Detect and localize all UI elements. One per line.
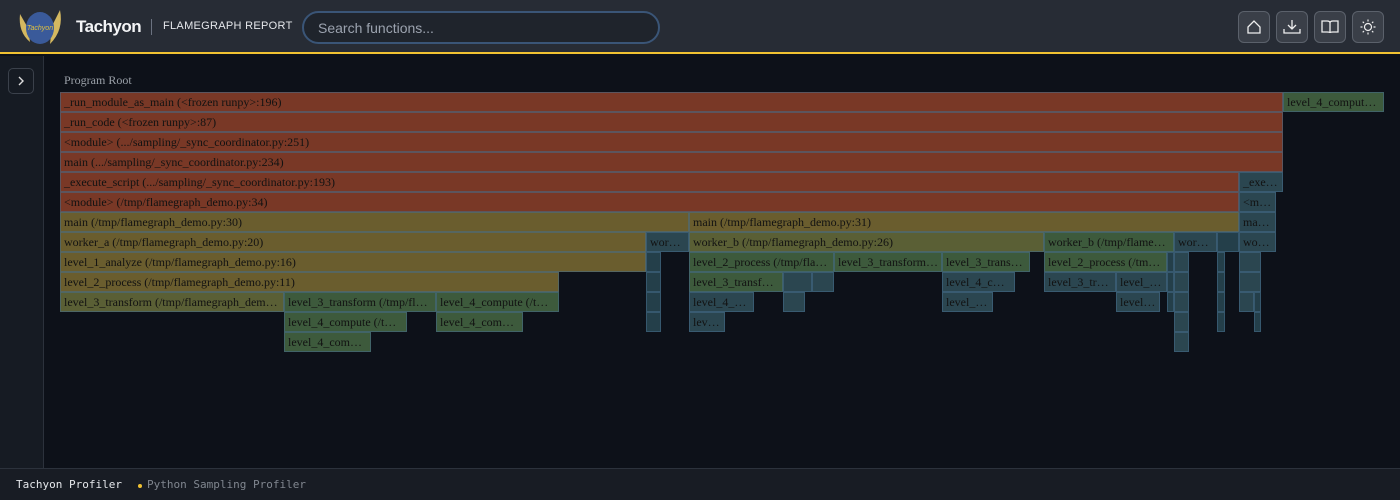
- svg-text:Tachyon: Tachyon: [27, 25, 53, 32]
- flame-frame[interactable]: level_4_compute (/t…: [284, 312, 407, 332]
- flame-frame[interactable]: <module> (.../sampling/_sync_coordinator…: [60, 132, 1283, 152]
- home-icon: [1247, 20, 1261, 34]
- book-icon: [1321, 20, 1339, 34]
- flame-frame[interactable]: [1217, 252, 1225, 272]
- flame-frame[interactable]: [812, 272, 834, 292]
- flame-frame[interactable]: [646, 252, 661, 272]
- flame-frame[interactable]: level_3_transform (/tmp/flamegraph_dem…: [60, 292, 284, 312]
- theme-toggle-button[interactable]: [1352, 11, 1384, 43]
- flame-frame[interactable]: [1254, 312, 1261, 332]
- flame-frame[interactable]: level_2_process (/tm…: [1044, 252, 1167, 272]
- flame-frame[interactable]: ma…: [1239, 212, 1276, 232]
- flame-frame[interactable]: wor…: [1174, 232, 1217, 252]
- flame-frame[interactable]: level_4_c…: [942, 272, 1015, 292]
- tachyon-logo: Tachyon: [19, 10, 61, 44]
- flame-frame[interactable]: <m…: [1239, 192, 1276, 212]
- flame-frame[interactable]: main (/tmp/flamegraph_demo.py:30): [60, 212, 689, 232]
- flame-frame[interactable]: level_…: [1116, 272, 1167, 292]
- flame-frame[interactable]: main (/tmp/flamegraph_demo.py:31): [689, 212, 1239, 232]
- docs-button[interactable]: [1314, 11, 1346, 43]
- flame-frame[interactable]: [783, 272, 812, 292]
- header: Tachyon Tachyon FLAMEGRAPH REPORT: [0, 0, 1400, 54]
- flame-frame[interactable]: level_2_process (/tmp/flamegraph_demo.py…: [60, 272, 559, 292]
- sun-icon: [1360, 19, 1376, 35]
- flame-frame[interactable]: _exe…: [1239, 172, 1283, 192]
- flame-frame[interactable]: [1239, 252, 1261, 272]
- flame-frame[interactable]: level_1_analyze (/tmp/flamegraph_demo.py…: [60, 252, 646, 272]
- app-title: Tachyon: [76, 17, 142, 36]
- flame-frame[interactable]: [783, 292, 805, 312]
- flame-frame[interactable]: [1174, 332, 1189, 352]
- flame-frame[interactable]: [1167, 272, 1174, 292]
- flame-frame[interactable]: level_3_tr…: [1044, 272, 1116, 292]
- flame-frame[interactable]: level_4_compute (/t…: [436, 292, 559, 312]
- flame-frame[interactable]: [1174, 252, 1189, 272]
- program-root-label: Program Root: [64, 73, 132, 87]
- footer: Tachyon Profiler Python Sampling Profile…: [0, 468, 1400, 500]
- flame-frame[interactable]: [646, 272, 661, 292]
- flame-frame[interactable]: level_4_com…: [284, 332, 371, 352]
- flame-frame[interactable]: level_4_…: [689, 292, 754, 312]
- download-icon: [1283, 20, 1301, 34]
- flame-frame[interactable]: [1239, 292, 1254, 312]
- flame-frame[interactable]: level_2_process (/tmp/fla…: [689, 252, 834, 272]
- flame-frame[interactable]: [1254, 292, 1261, 312]
- flame-frame[interactable]: [1239, 272, 1261, 292]
- flame-frame[interactable]: level_4_com…: [436, 312, 523, 332]
- flame-frame[interactable]: level…: [1116, 292, 1160, 312]
- flame-frame[interactable]: worker_b (/tmp/flamegraph_demo.py:26): [689, 232, 1044, 252]
- flame-frame[interactable]: [1174, 312, 1189, 332]
- flame-frame[interactable]: level_3_transform (/tmp/fl…: [284, 292, 436, 312]
- flame-frame[interactable]: [1217, 232, 1239, 252]
- footer-app-name: Tachyon Profiler: [16, 478, 122, 491]
- download-button[interactable]: [1276, 11, 1308, 43]
- flame-frame[interactable]: worker_a (/tmp/flamegraph_demo.py:20): [60, 232, 646, 252]
- flame-frame[interactable]: wor…: [646, 232, 689, 252]
- flame-frame[interactable]: level_3_trans…: [942, 252, 1030, 272]
- chevron-right-icon: [18, 76, 24, 86]
- flame-frame[interactable]: _run_code (<frozen runpy>:87): [60, 112, 1283, 132]
- flame-frame[interactable]: level_3_transf…: [689, 272, 783, 292]
- flame-frame[interactable]: level_…: [942, 292, 993, 312]
- flame-frame[interactable]: [1217, 272, 1225, 292]
- flame-frame[interactable]: [1217, 292, 1225, 312]
- sidebar: [0, 56, 44, 468]
- flame-frame[interactable]: [1167, 252, 1174, 272]
- flame-frame[interactable]: [1174, 272, 1189, 292]
- status-dot: [138, 484, 142, 488]
- flame-frame[interactable]: main (.../sampling/_sync_coordinator.py:…: [60, 152, 1283, 172]
- flame-frame[interactable]: [646, 312, 661, 332]
- search-input[interactable]: [302, 11, 660, 44]
- flame-frame[interactable]: _execute_script (.../sampling/_sync_coor…: [60, 172, 1239, 192]
- sidebar-toggle-button[interactable]: [8, 68, 34, 94]
- flame-frame[interactable]: [1174, 292, 1189, 312]
- divider: [151, 19, 152, 35]
- report-subtitle: FLAMEGRAPH REPORT: [163, 20, 293, 32]
- flame-frame[interactable]: _run_module_as_main (<frozen runpy>:196): [60, 92, 1283, 112]
- footer-tagline: Python Sampling Profiler: [147, 478, 306, 491]
- flame-frame[interactable]: worker_b (/tmp/flame…: [1044, 232, 1174, 252]
- flame-frame[interactable]: [646, 292, 661, 312]
- flame-frame[interactable]: level_4_comput…: [1283, 92, 1384, 112]
- home-button[interactable]: [1238, 11, 1270, 43]
- flame-frame[interactable]: lev…: [689, 312, 725, 332]
- flame-frame[interactable]: level_3_transform…: [834, 252, 942, 272]
- flame-frame[interactable]: <module> (/tmp/flamegraph_demo.py:34): [60, 192, 1239, 212]
- flame-frame[interactable]: [1167, 292, 1174, 312]
- flame-frame[interactable]: wo…: [1239, 232, 1276, 252]
- flame-frame[interactable]: [1217, 312, 1225, 332]
